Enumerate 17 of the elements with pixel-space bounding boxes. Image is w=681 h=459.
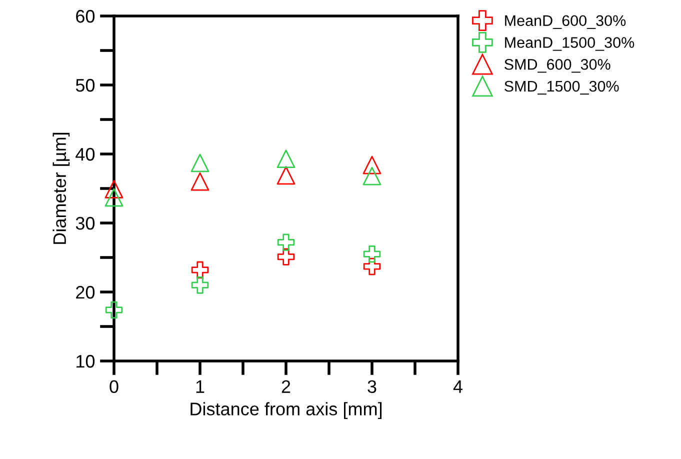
legend-label: MeanD_1500_30% (505, 37, 634, 51)
x-tick-label: 1 (196, 380, 204, 393)
legend-label: SMD_1500_30% (504, 80, 619, 95)
y-tick-label: 40 (76, 148, 95, 161)
y-tick-label: 20 (76, 286, 95, 299)
y-tick-label: 50 (76, 78, 95, 92)
x-tick-label: 4 (453, 380, 462, 393)
x-tick-label: 2 (282, 380, 290, 393)
y-tick-label: 60 (76, 10, 95, 23)
legend-label: MeanD_600_30% (505, 15, 626, 29)
y-tick-label: 30 (76, 216, 95, 230)
legend-label: SMD_600_30% (504, 58, 610, 73)
x-tick-label: 0 (110, 380, 118, 394)
y-axis-title: Diameter [µm] (52, 132, 70, 244)
x-axis-title: Distance from axis [mm] (190, 402, 382, 419)
y-tick-label: 10 (76, 354, 95, 368)
x-tick-label: 3 (368, 380, 376, 394)
